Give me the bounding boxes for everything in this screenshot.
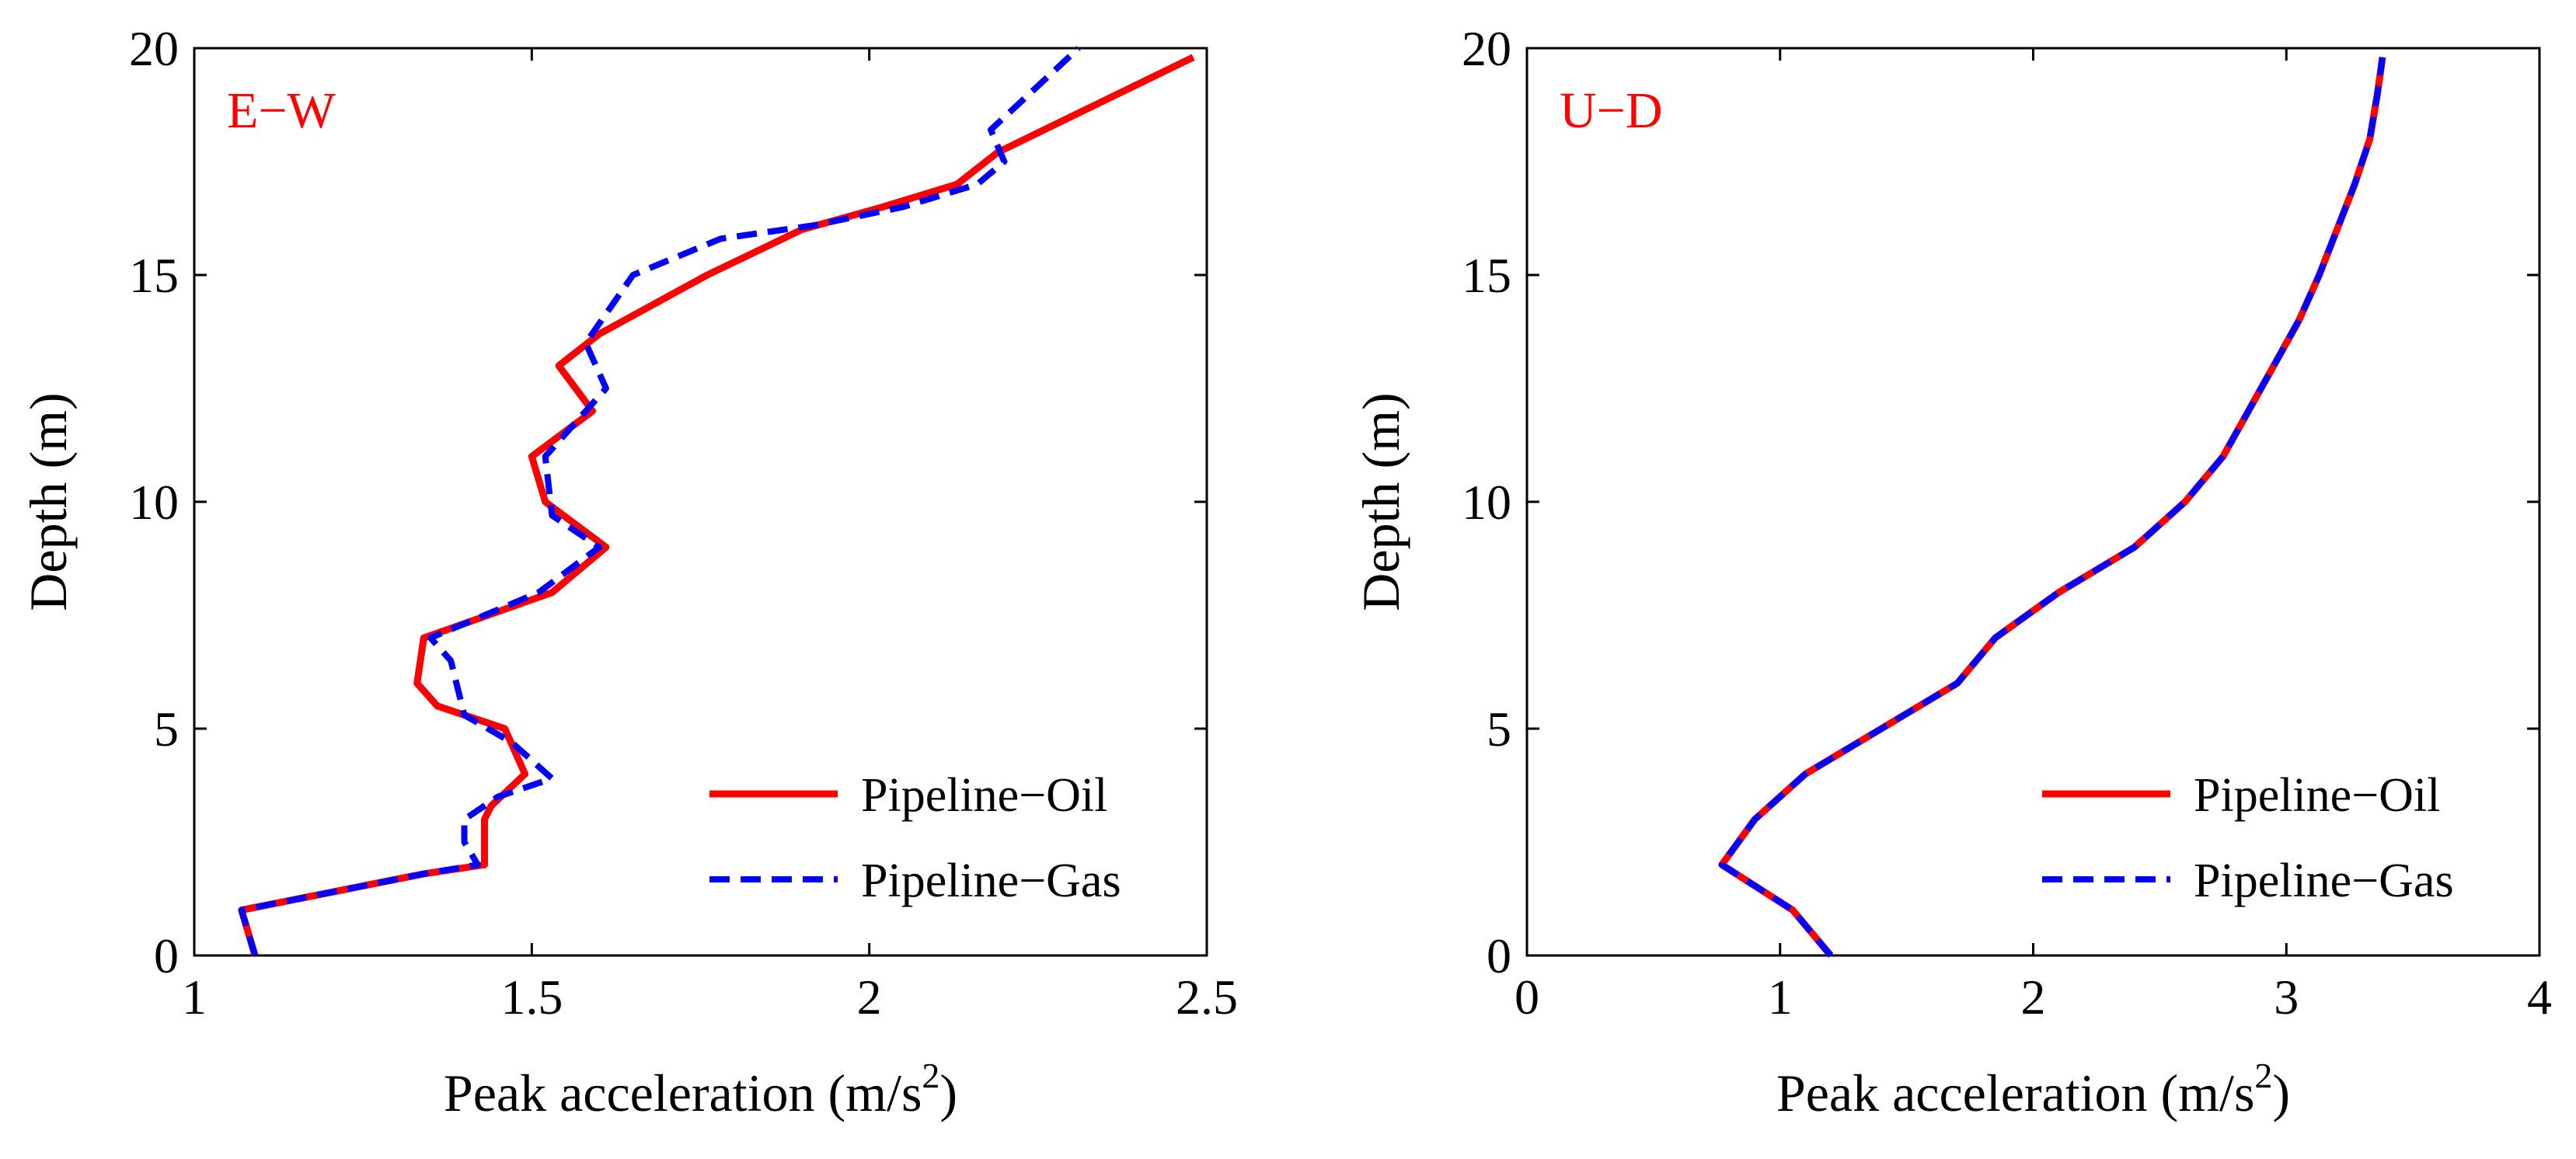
chart-1-x-tick-label: 1.5 xyxy=(500,969,563,1025)
chart-2-x-tick-label: 0 xyxy=(1515,969,1539,1025)
chart-1-y-tick-label: 20 xyxy=(129,21,179,76)
chart-1-legend-label-oil: Pipeline−Oil xyxy=(861,769,1107,822)
chart-1-x-axis-label: Peak acceleration (m/s2) xyxy=(444,1056,957,1122)
chart-2-x-axis-label: Peak acceleration (m/s2) xyxy=(1776,1056,2290,1122)
chart-1-x-axis-label-sup: 2 xyxy=(922,1056,939,1095)
chart-2-x-tick-label: 2 xyxy=(2021,969,2046,1025)
chart-1-series-gas-line xyxy=(238,46,1081,957)
chart-2-plot-area xyxy=(1525,47,2541,957)
chart-2-x-axis-label-sup: 2 xyxy=(2254,1056,2272,1095)
chart-1-legend-label-gas: Pipeline−Gas xyxy=(861,854,1121,907)
chart-1-y-tick-label: 15 xyxy=(129,248,179,303)
chart-2-y-tick-label: 15 xyxy=(1462,248,1511,303)
chart-2-x-tick-label: 4 xyxy=(2527,969,2552,1025)
chart-1-x-axis-label-close: ) xyxy=(939,1063,957,1122)
chart-1-panel: 1 1.5 2 2.5 0 5 10 15 20 E−W Pipeline−Oil Pipeline−… xyxy=(19,21,1238,1122)
chart-2-y-tick-label: 5 xyxy=(1487,701,1511,757)
chart-1-x-tick-label: 2.5 xyxy=(1176,969,1238,1025)
chart-1-y-tick-label: 10 xyxy=(129,475,179,530)
chart-2-x-tick-label: 3 xyxy=(2274,969,2299,1025)
chart-2-panel-label: U−D xyxy=(1560,82,1663,139)
chart-2-series-gas-line xyxy=(1718,57,2386,958)
chart-2-panel: 0 1 2 3 405101520U−DPipeline−OilPipeline−Gas… xyxy=(1351,21,2552,1122)
chart-2-x-axis-label-main: Peak acceleration (m/s xyxy=(1776,1063,2255,1122)
chart-2-y-axis-label: Depth (m) xyxy=(1351,392,1410,611)
chart-2-y-tick-label: 0 xyxy=(1487,928,1511,983)
chart-1-x-axis-label-main: Peak acceleration (m/s xyxy=(444,1063,922,1122)
chart-1-y-axis-label: Depth (m) xyxy=(19,392,78,611)
chart-1-y-tick-label: 5 xyxy=(154,701,179,757)
chart-1-y-tick-label: 0 xyxy=(154,928,179,983)
chart-2-legend-label-gas: Pipeline−Gas xyxy=(2194,854,2454,907)
chart-1-plot-area xyxy=(193,47,1208,957)
chart-1-x-tick-label: 2 xyxy=(857,969,882,1025)
chart-2-y-tick-label: 10 xyxy=(1462,475,1511,530)
chart-1-x-tick-label: 1 xyxy=(182,969,207,1025)
chart-1-panel-label: E−W xyxy=(227,82,336,139)
chart-2-y-tick-label: 20 xyxy=(1462,21,1511,76)
chart-2-x-axis-label-close: ) xyxy=(2272,1063,2290,1122)
chart-2-legend-label-oil: Pipeline−Oil xyxy=(2194,769,2440,822)
chart-2-x-tick-label: 1 xyxy=(1768,969,1793,1025)
